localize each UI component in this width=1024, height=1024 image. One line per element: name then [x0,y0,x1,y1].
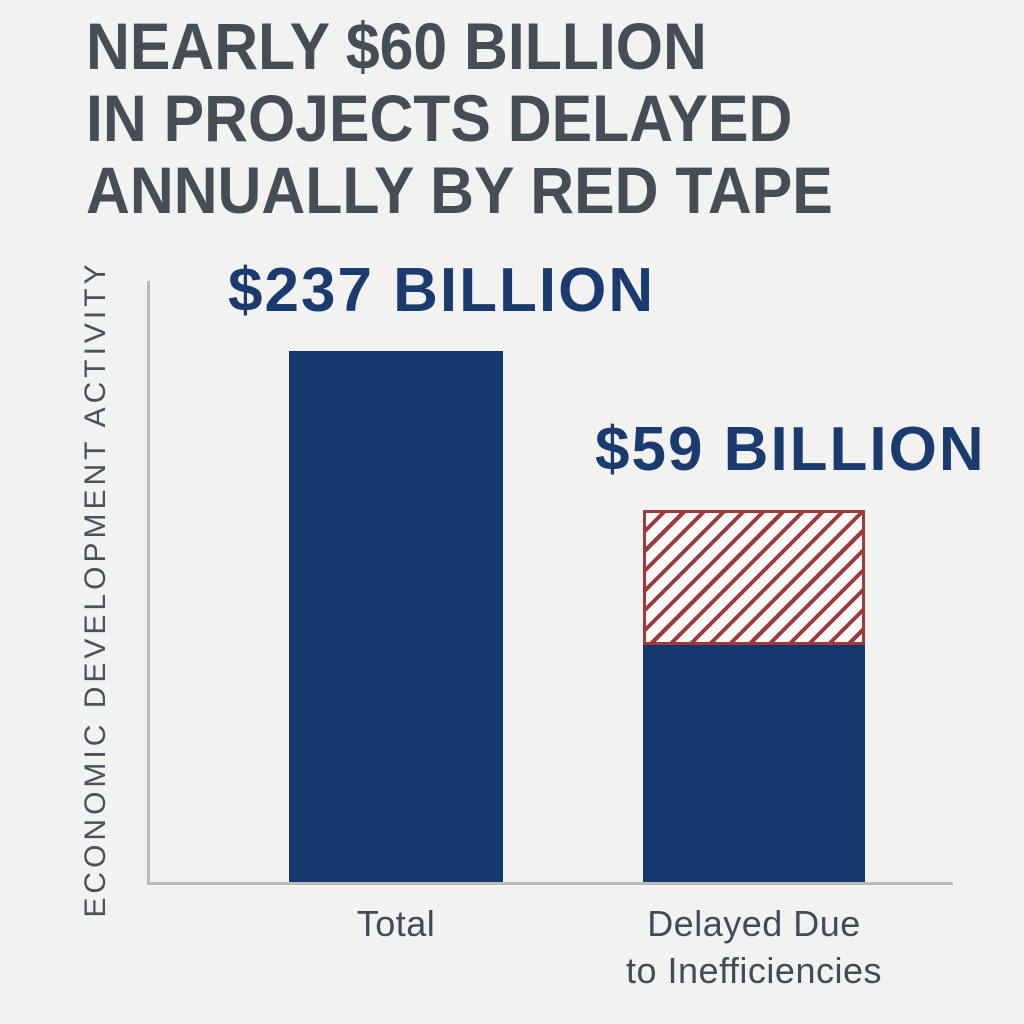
chart-title-line-2: IN PROJECTS DELAYED [86,81,793,155]
bar-delayed-value-label: $59 BILLION [595,415,986,484]
chart-title-line-1: NEARLY $60 BILLION [86,9,707,83]
bar-delayed-hatched-segment [643,510,865,645]
bar-total [289,351,503,882]
chart-title: NEARLY $60 BILLION IN PROJECTS DELAYED A… [86,10,898,226]
bar-total-value-label: $237 BILLION [228,256,656,325]
bar-delayed-solid-segment [643,645,865,882]
bar-total-category-label: Total [356,903,436,944]
y-axis-label: ECONOMIC DEVELOPMENT ACTIVITY [79,260,112,918]
y-axis-line [147,281,150,885]
bar-delayed-category-line-1: Delayed Due [647,903,861,944]
bar-delayed-category-label: Delayed Due to Inefficiencies [604,900,904,994]
chart-title-line-3: ANNUALLY BY RED TAPE [86,153,833,227]
bar-delayed-category-line-2: to Inefficiencies [626,950,882,991]
x-axis-line [147,882,953,885]
bar-delayed [643,510,865,882]
